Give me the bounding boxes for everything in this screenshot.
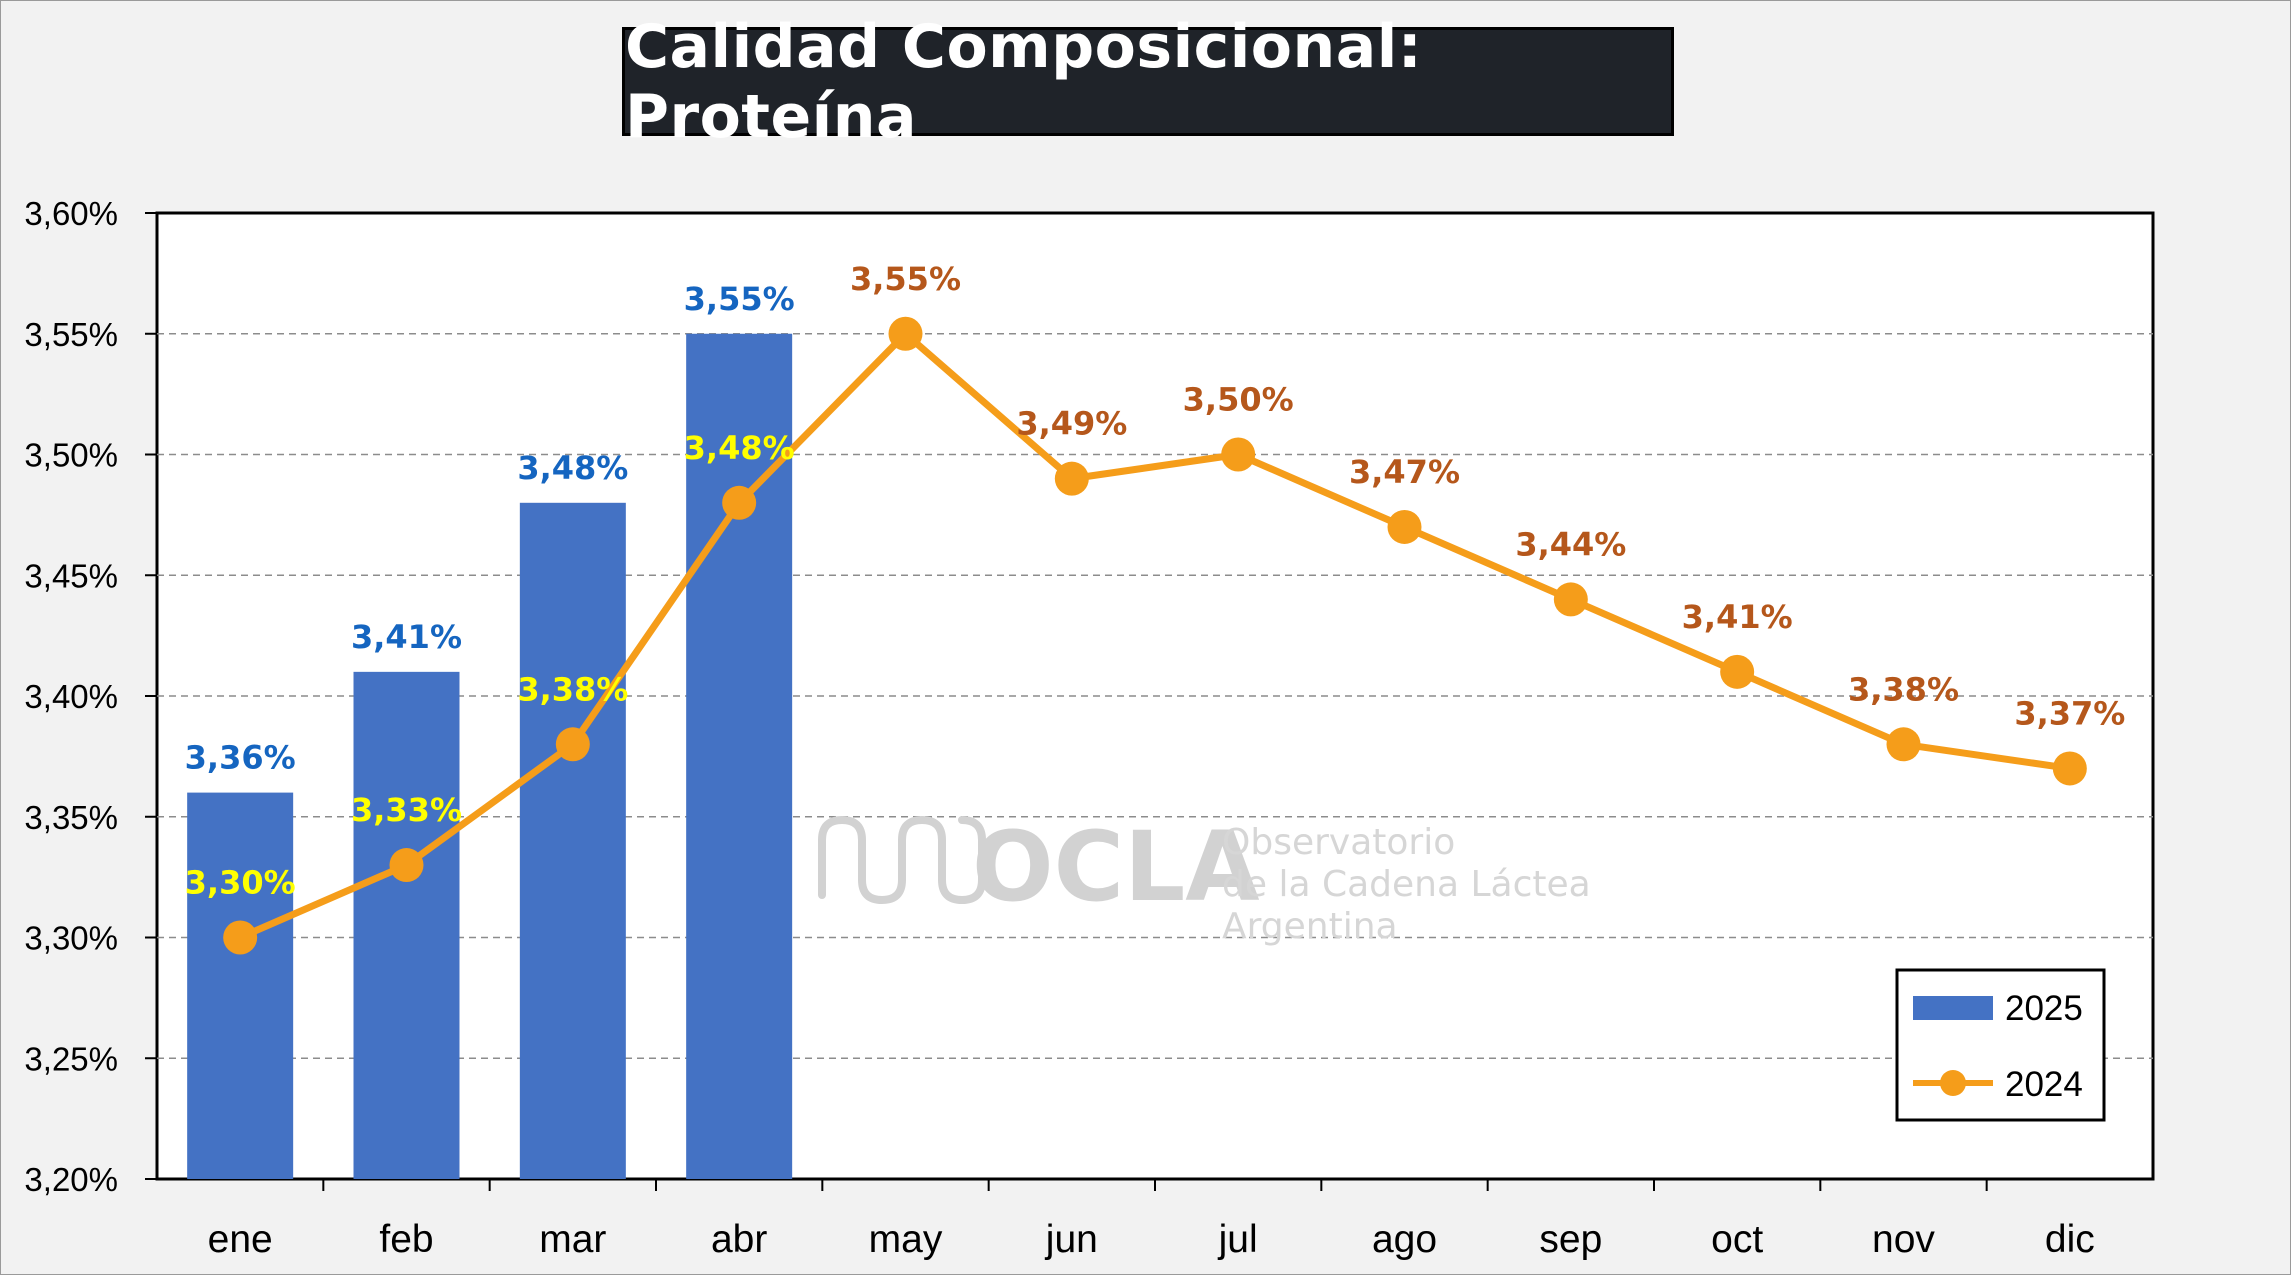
line-2024-label: 3,48%: [684, 429, 795, 467]
x-tick-label: oct: [1711, 1218, 1763, 1261]
y-tick-label: 3,40%: [24, 678, 118, 715]
line-2024-point: [722, 485, 757, 520]
x-tick-label: dic: [2045, 1218, 2095, 1261]
chart-title-box: Calidad Composicional: Proteína: [622, 12, 1674, 152]
line-2024-label: 3,37%: [2014, 694, 2125, 732]
series-2024-line: [223, 316, 2087, 955]
series-2025-labels: 3,36% 3,41% 3,48% 3,55%: [185, 280, 795, 777]
x-tick-label: jul: [1218, 1218, 1258, 1261]
x-tick-label: jun: [1045, 1218, 1098, 1261]
y-tick-label: 3,45%: [24, 557, 118, 594]
line-2024-label: 3,47%: [1349, 453, 1460, 491]
x-tick-label: abr: [711, 1218, 767, 1261]
watermark-line2: de la Cadena Láctea: [1222, 864, 1591, 905]
ocla-logo-icon: [818, 815, 986, 905]
y-tick-label: 3,55%: [24, 316, 118, 353]
series-2024-labels: 3,30% 3,33% 3,38% 3,48% 3,55% 3,49% 3,50% 3,47%…: [185, 260, 2126, 902]
line-2024-point: [1054, 461, 1089, 496]
legend-swatch-2024-marker: [1940, 1070, 1966, 1096]
line-2024-label: 3,30%: [185, 864, 296, 902]
bar-2025: [519, 502, 626, 1179]
x-axis: ene feb mar abr may jun jul ago sep oct nov dic: [208, 1179, 2095, 1261]
bar-2025-label: 3,48%: [517, 449, 628, 487]
y-tick-label: 3,30%: [24, 920, 118, 957]
line-2024-point: [389, 848, 424, 883]
line-2024-point: [1886, 727, 1921, 762]
x-tick-label: nov: [1872, 1218, 1935, 1261]
bar-2025-label: 3,41%: [351, 618, 462, 656]
y-tick-label: 3,20%: [24, 1161, 118, 1198]
line-2024-label: 3,44%: [1515, 525, 1626, 563]
x-tick-label: ene: [208, 1218, 273, 1261]
line-2024-label: 3,38%: [517, 670, 628, 708]
legend-box: [1895, 968, 2106, 1122]
legend-label-2024: 2024: [2005, 1065, 2083, 1104]
chart-title: Calidad Composicional: Proteína: [625, 11, 1423, 152]
y-tick-label: 3,35%: [24, 799, 118, 836]
y-axis: 3,20% 3,25% 3,30% 3,35% 3,40% 3,45% 3,50% 3,55%…: [24, 195, 157, 1198]
legend: 2025 2024: [1895, 968, 2106, 1122]
bar-2025: [686, 333, 793, 1179]
line-2024-point: [888, 316, 923, 351]
line-2024-label: 3,50%: [1183, 381, 1294, 419]
bar-2025-label: 3,36%: [185, 739, 296, 777]
watermark-line3: Argentina: [1222, 906, 1398, 947]
line-2024-point: [1387, 509, 1422, 544]
line-2024-path: [238, 330, 2071, 941]
y-tick-label: 3,50%: [24, 437, 118, 474]
watermark-line1: Observatorio: [1222, 822, 1455, 863]
bar-2025: [187, 792, 294, 1179]
line-2024-point: [1553, 582, 1588, 617]
legend-swatch-2025: [1913, 996, 1993, 1020]
bar-2025: [353, 671, 460, 1179]
watermark-brand: OCLA: [972, 811, 1260, 923]
x-tick-label: sep: [1539, 1218, 1602, 1261]
series-2025-bars: [187, 333, 793, 1179]
line-2024-point: [223, 920, 258, 955]
line-2024-label: 3,55%: [850, 260, 961, 298]
line-2024-point: [555, 727, 590, 762]
x-tick-label: may: [869, 1218, 943, 1261]
line-2024-label: 3,38%: [1848, 670, 1959, 708]
x-tick-label: mar: [539, 1218, 606, 1261]
line-2024-label: 3,41%: [1682, 598, 1793, 636]
line-2024-label: 3,33%: [351, 791, 462, 829]
x-tick-label: ago: [1372, 1218, 1437, 1261]
bar-2025-label: 3,55%: [684, 280, 795, 318]
ocla-watermark: OCLA Observatorio de la Cadena Láctea Ar…: [818, 811, 1591, 947]
line-2024-label: 3,49%: [1016, 405, 1127, 443]
grid-lines: [157, 333, 2153, 1059]
line-2024-point: [1720, 654, 1755, 689]
y-tick-label: 3,25%: [24, 1040, 118, 1077]
x-tick-label: feb: [379, 1218, 433, 1261]
legend-label-2025: 2025: [2005, 989, 2083, 1028]
y-tick-label: 3,60%: [24, 195, 118, 232]
line-2024-point: [2052, 751, 2087, 786]
line-2024-point: [1221, 437, 1256, 472]
